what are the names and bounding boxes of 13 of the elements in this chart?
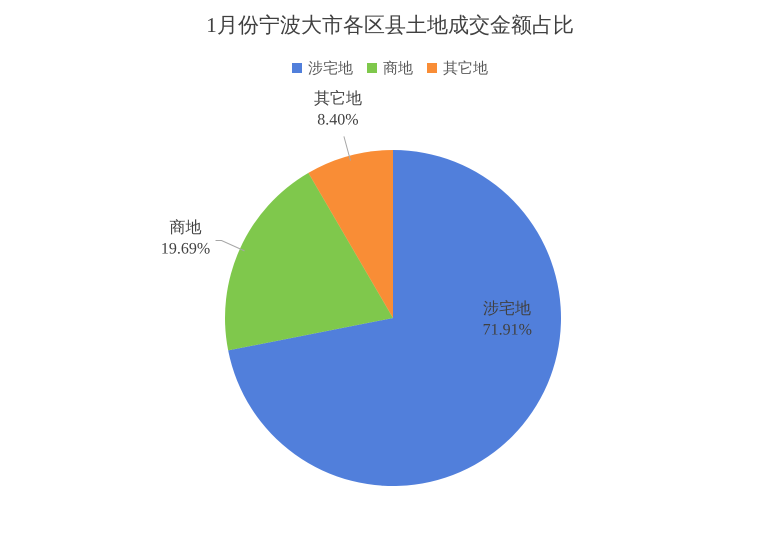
data-label: 71.91% bbox=[482, 322, 532, 339]
pie-slice bbox=[308, 150, 393, 318]
slice-label: 商地 bbox=[170, 218, 202, 237]
pie-slice bbox=[228, 150, 561, 486]
slice-label: 涉宅地 bbox=[483, 300, 532, 318]
chart-title: 1月份宁波大市各区县土地成交金额占比 bbox=[206, 13, 574, 37]
pie-slice bbox=[225, 172, 393, 350]
data-label: 8.40% bbox=[317, 111, 359, 128]
legend-label: 其它地 bbox=[443, 60, 488, 77]
data-label: 19.69% bbox=[160, 240, 210, 258]
legend-label: 商地 bbox=[383, 60, 413, 77]
slice-label: 其它地 bbox=[314, 89, 362, 108]
legend-label: 涉宅地 bbox=[308, 60, 353, 77]
